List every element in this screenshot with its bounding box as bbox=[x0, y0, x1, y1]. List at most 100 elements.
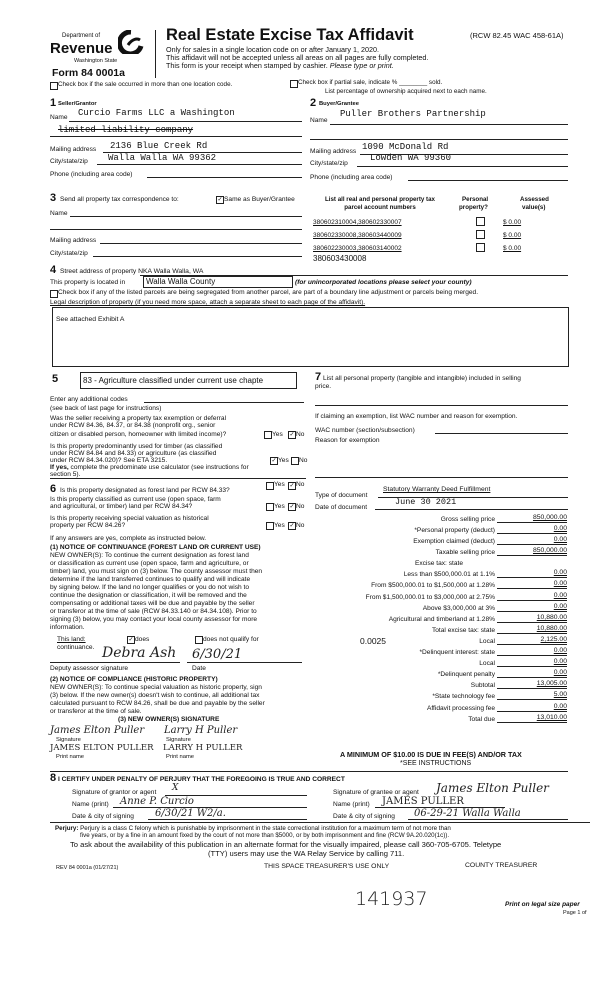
buyer-mail-field[interactable]: 1090 McDonald Rd bbox=[362, 142, 449, 152]
tax-value[interactable]: 10,880.00 bbox=[536, 614, 567, 621]
continuance-line: signing (3) below, you may contact your … bbox=[50, 616, 258, 623]
compliance-line: NEW OWNER(S): To continue special valuat… bbox=[50, 684, 262, 691]
seller-city-field[interactable]: Walla Walla WA 99362 bbox=[108, 153, 217, 163]
section-number: 4 bbox=[50, 264, 57, 276]
this-land-label: This land: bbox=[57, 636, 86, 643]
historic-no-checkbox[interactable]: ✓ bbox=[288, 522, 296, 530]
parcel-number[interactable]: 380602310004,380602330007 bbox=[313, 219, 402, 226]
parcel-header: List all real and personal property tax bbox=[324, 196, 436, 203]
tax-value[interactable]: 0.00 bbox=[553, 525, 567, 532]
tax-value[interactable]: 0.00 bbox=[553, 536, 567, 543]
continuance-line: by signing below. If the land no longer … bbox=[50, 584, 250, 591]
seller-phone-label: Phone (including area code) bbox=[50, 171, 133, 178]
new-owner-signature-1: James Elton Puller bbox=[50, 725, 145, 736]
perjury-label: Perjury: bbox=[55, 825, 79, 832]
grantor-name[interactable]: Anne P. Curcio bbox=[120, 796, 194, 807]
tax-value[interactable]: 0.00 bbox=[553, 703, 567, 710]
tax-value[interactable]: 0.00 bbox=[553, 658, 567, 665]
tax-value[interactable]: 0.00 bbox=[553, 647, 567, 654]
county-select[interactable]: Walla Walla County bbox=[143, 276, 293, 288]
does-qualify-checkbox[interactable]: ✓ bbox=[127, 636, 135, 644]
doc-type-field[interactable]: Statutory Warranty Deed Fulfillment bbox=[383, 486, 491, 493]
timber-yes-checkbox[interactable]: ✓ bbox=[270, 457, 278, 465]
timber-no-checkbox[interactable] bbox=[291, 457, 299, 465]
grantor-date-label: Date & city of signing bbox=[72, 813, 134, 820]
does-not-qualify-checkbox[interactable] bbox=[195, 636, 203, 644]
corr-name-label: Name bbox=[50, 210, 68, 217]
current-use-no-checkbox[interactable]: ✓ bbox=[288, 503, 296, 511]
exemption-question: under RCW 84.36, 84.37, or 84.38 (nonpro… bbox=[50, 422, 216, 429]
seller-heading: Seller/Grantor bbox=[58, 101, 97, 107]
grantee-date-city[interactable]: 06-29-21 Walla Walla bbox=[414, 808, 521, 819]
tax-value[interactable]: 13,005.00 bbox=[536, 680, 567, 687]
does-label: does bbox=[135, 636, 150, 643]
buyer-city-field[interactable]: Lowden WA 99360 bbox=[370, 153, 452, 163]
exemption-no-checkbox[interactable]: ✓ bbox=[288, 431, 296, 439]
seller-mail-field[interactable]: 2136 Blue Creek Rd bbox=[110, 141, 208, 151]
assessed-value[interactable]: $ 0.00 bbox=[503, 245, 522, 252]
parcel-number-extra: 380603430008 bbox=[313, 254, 367, 263]
tax-field-line bbox=[497, 711, 567, 712]
no-label: No bbox=[296, 431, 305, 438]
assessed-value[interactable]: $ 0.00 bbox=[503, 219, 522, 226]
forest-yes-checkbox[interactable] bbox=[266, 482, 274, 490]
tax-label: Gross selling price bbox=[440, 516, 495, 523]
doc-date-label: Date of document bbox=[315, 504, 368, 511]
partial-sale-checkbox[interactable] bbox=[290, 80, 298, 88]
correspondence-label: Send all property tax correspondence to: bbox=[60, 196, 179, 203]
tax-value[interactable]: 0.00 bbox=[553, 669, 567, 676]
tax-value[interactable]: 10,880.00 bbox=[536, 625, 567, 632]
compliance-line: (3) below. If the new owner(s) doesn't w… bbox=[50, 692, 260, 699]
recording-number: 141937 bbox=[355, 888, 428, 910]
same-as-buyer-checkbox[interactable]: ✓ bbox=[216, 196, 224, 204]
compliance-line: or transferor at the time of sale. bbox=[50, 708, 142, 715]
assessed-value[interactable]: $ 0.00 bbox=[503, 232, 522, 239]
continuance-line: compensating or additional taxes will be… bbox=[50, 600, 255, 607]
segregated-checkbox[interactable] bbox=[50, 290, 58, 298]
exemption-yes-checkbox[interactable] bbox=[264, 431, 272, 439]
parcel-number[interactable]: 380602330008,380603440009 bbox=[313, 232, 402, 239]
header-divider bbox=[155, 30, 156, 78]
grantee-name[interactable]: JAMES PULLER bbox=[382, 796, 464, 807]
seller-name-field-2[interactable]: limited liability company bbox=[58, 125, 194, 135]
tax-value[interactable]: 5.00 bbox=[553, 691, 567, 698]
current-use-question: Is this property classified as current u… bbox=[50, 496, 221, 503]
tax-value[interactable]: 13,010.00 bbox=[536, 714, 567, 721]
timber-question: Is this property predominantly used for … bbox=[50, 443, 223, 450]
tax-label: Excise tax: state bbox=[414, 560, 463, 567]
county-value: Walla Walla County bbox=[146, 277, 216, 286]
grantor-name-label: Name (print) bbox=[72, 801, 109, 808]
grantor-date-city[interactable]: 6/30/21 W2/a. bbox=[155, 808, 226, 819]
street-field[interactable]: NKA Walla Walla, WA bbox=[138, 268, 204, 275]
seller-name-field[interactable]: Curcio Farms LLC a Washington bbox=[78, 108, 235, 118]
current-use-yes-checkbox[interactable] bbox=[266, 503, 274, 511]
tax-value[interactable]: 0.00 bbox=[553, 580, 567, 587]
buyer-name-field[interactable]: Puller Brothers Partnership bbox=[340, 109, 486, 119]
tax-value[interactable]: 0.00 bbox=[553, 592, 567, 599]
treasurer-use-label: THIS SPACE TREASURER'S USE ONLY bbox=[264, 863, 390, 870]
legal-description-field[interactable]: See attached Exhibit A bbox=[52, 307, 569, 367]
forest-no-checkbox[interactable]: ✓ bbox=[288, 482, 296, 490]
tax-field-line bbox=[497, 688, 567, 689]
continuance-label: continuance. bbox=[57, 644, 95, 651]
buyer-city-label: City/state/zip bbox=[310, 160, 348, 167]
doc-date-field[interactable]: June 30 2021 bbox=[395, 497, 457, 507]
compliance-heading: (2) NOTICE OF COMPLIANCE (HISTORIC PROPE… bbox=[50, 676, 218, 683]
parcel-number[interactable]: 380602230003,380603140002 bbox=[313, 245, 402, 252]
county-note: (for unincorporated locations please sel… bbox=[295, 279, 472, 286]
tax-value[interactable]: 850,000.00 bbox=[532, 514, 567, 521]
tax-value[interactable]: 2,125.00 bbox=[540, 636, 567, 643]
land-use-code-select[interactable]: 83 - Agriculture classified under curren… bbox=[80, 372, 297, 389]
multi-location-checkbox[interactable] bbox=[50, 82, 58, 90]
tax-value[interactable]: 850,000.00 bbox=[532, 547, 567, 554]
personal-property-checkbox[interactable] bbox=[476, 243, 485, 252]
tax-label: Total excise tax: state bbox=[431, 627, 495, 634]
tax-value[interactable]: 0.00 bbox=[553, 569, 567, 576]
personal-property-checkbox[interactable] bbox=[476, 217, 485, 226]
tax-value[interactable]: 0.00 bbox=[553, 603, 567, 610]
historic-yes-checkbox[interactable] bbox=[266, 522, 274, 530]
section-number: 1 bbox=[50, 97, 57, 109]
personal-header: property? bbox=[459, 204, 488, 211]
personal-property-checkbox[interactable] bbox=[476, 230, 485, 239]
